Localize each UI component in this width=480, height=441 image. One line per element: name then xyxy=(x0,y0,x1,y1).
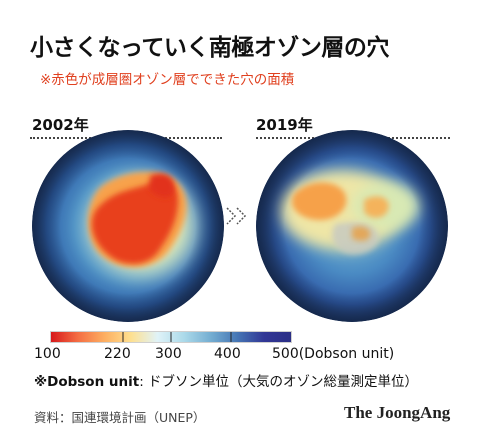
colorbar-label-400: 400 xyxy=(214,346,241,362)
source-credit: 資料：国連環境計画（UNEP） xyxy=(34,410,206,425)
ozone-globe-2002 xyxy=(30,128,226,324)
year-label-2002: 2002年 xyxy=(32,116,89,134)
subtitle-note: ※赤色が成層圏オゾン層でできた穴の面積 xyxy=(40,72,295,88)
dobson-colorbar xyxy=(50,331,292,343)
year-label-2019: 2019年 xyxy=(256,116,313,134)
colorbar-label-500: 500(Dobson unit) xyxy=(272,346,395,362)
unit-note: ※Dobson unit: ドブソン単位（大気のオゾン総量測定単位） xyxy=(34,370,418,390)
unit-note-term: ※Dobson unit xyxy=(34,374,140,390)
unit-note-text: : ドブソン単位（大気のオゾン総量測定単位） xyxy=(139,374,419,390)
colorbar-label-100: 100 xyxy=(34,346,61,362)
chevron-right-double-icon xyxy=(224,205,250,227)
page-title: 小さくなっていく南極オゾン層の穴 xyxy=(30,35,389,61)
ozone-globe-2019 xyxy=(254,128,450,324)
colorbar-label-220: 220 xyxy=(104,346,131,362)
colorbar-label-300: 300 xyxy=(155,346,182,362)
brand-logo: The JoongAng xyxy=(344,403,451,422)
